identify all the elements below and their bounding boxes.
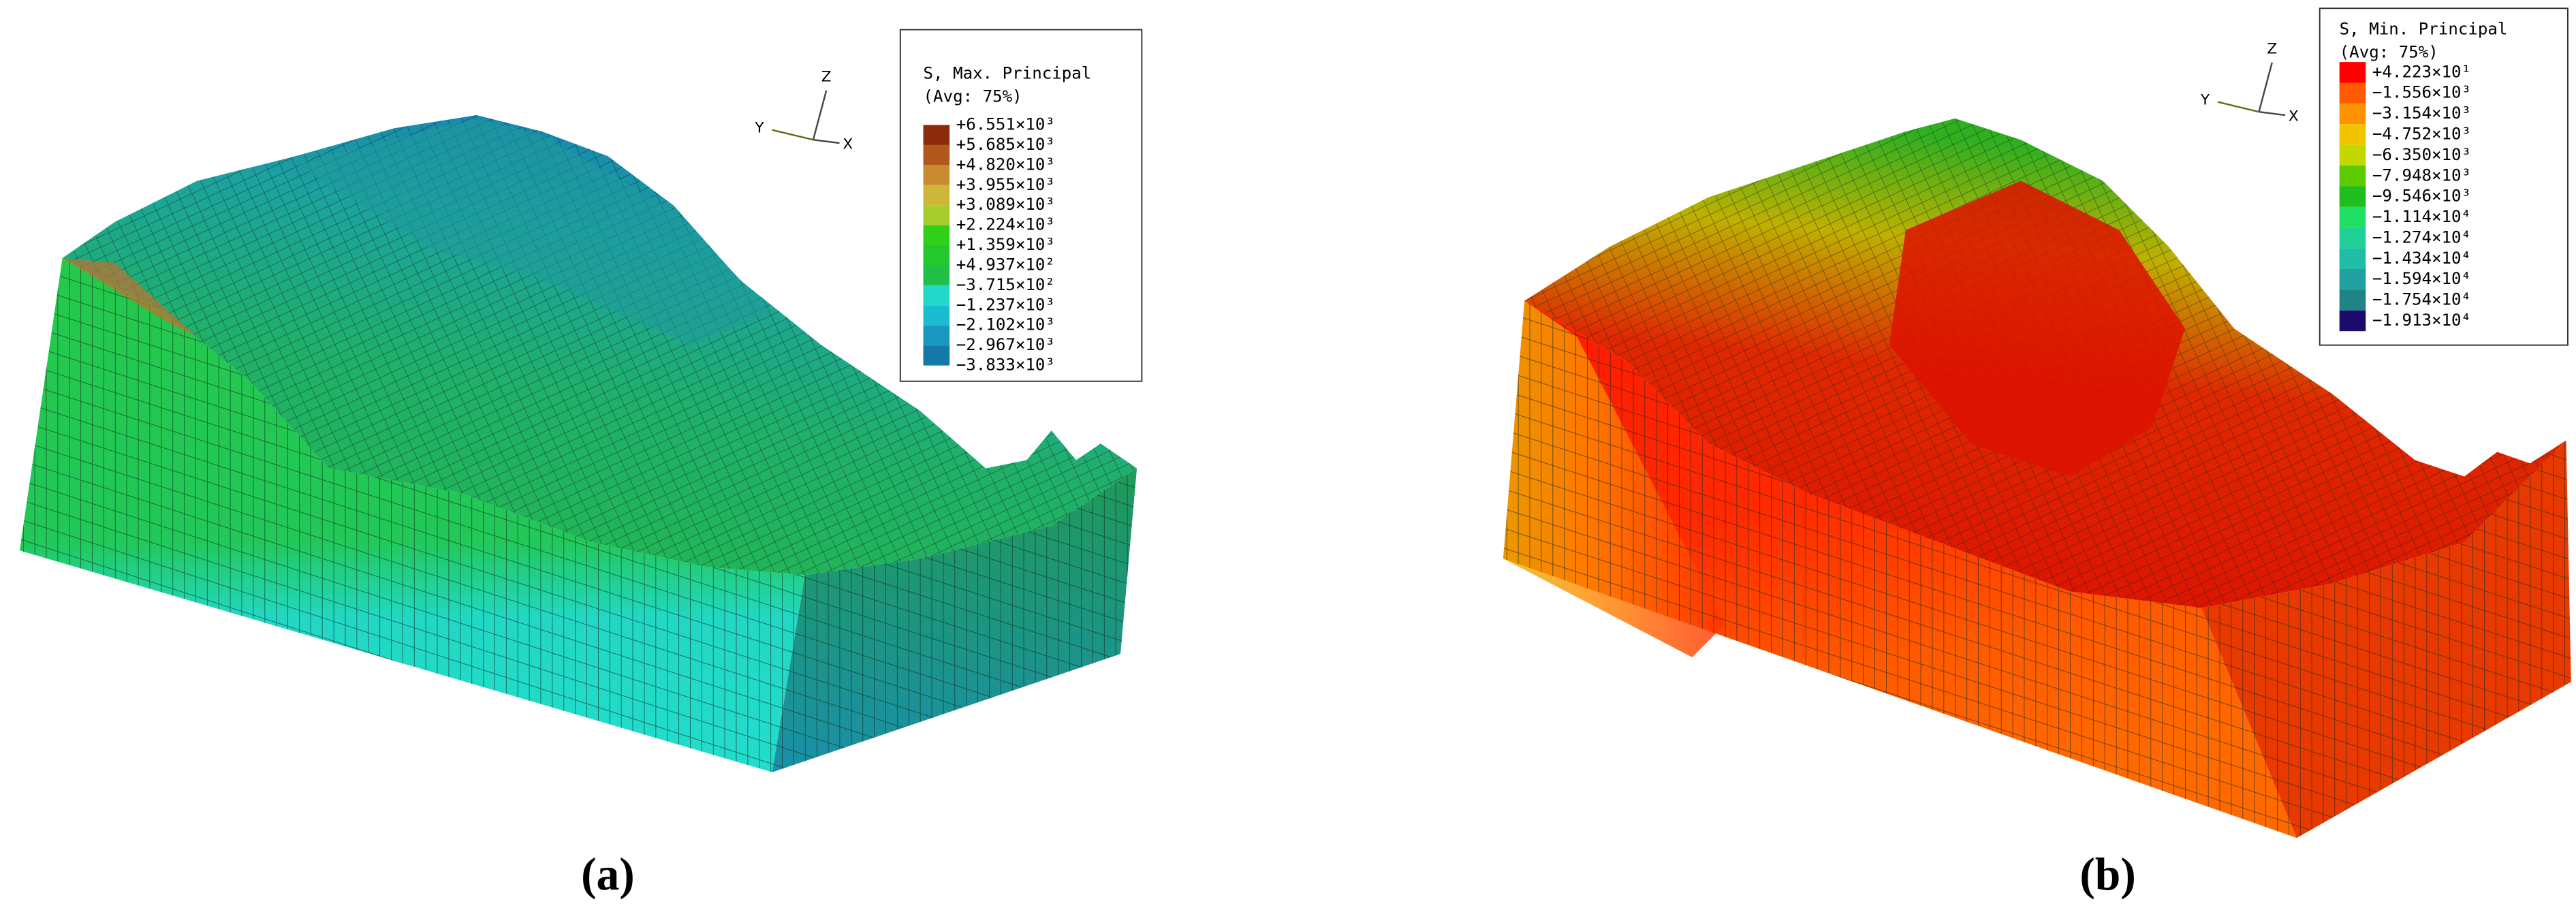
- axis-z: [2258, 62, 2273, 112]
- legend-swatch: [2339, 248, 2366, 270]
- top-mesh: [62, 115, 1137, 576]
- legend-label: +1.359×10³: [956, 235, 1055, 254]
- legend-swatch: [923, 144, 950, 166]
- legend-swatch: [2339, 186, 2366, 207]
- legend-title: S, Max. Principal: [924, 64, 1092, 83]
- legend-label: −9.546×10³: [2372, 187, 2471, 206]
- axis-y: [772, 129, 814, 141]
- legend-label: −1.274×10⁴: [2372, 227, 2471, 247]
- legend-subtitle: (Avg: 75%): [924, 87, 1022, 106]
- legend-label: −1.434×10⁴: [2372, 249, 2471, 268]
- axis-y: [2217, 101, 2259, 113]
- front-mesh: [1503, 300, 2297, 838]
- legend-swatch: [2339, 269, 2366, 290]
- axis-triad: Z Y X: [2200, 41, 2299, 125]
- legend-swatch: [923, 125, 950, 145]
- legend: S, Max. Principal (Avg: 75%) +6.551×10³ +5.…: [899, 29, 1143, 382]
- legend-swatch: [923, 225, 950, 246]
- legend-swatch: [923, 165, 950, 185]
- legend-swatch: [2339, 103, 2366, 125]
- axis-triad: Z Y X: [754, 69, 853, 153]
- legend-subtitle: (Avg: 75%): [2340, 42, 2438, 61]
- axis-x-label: X: [2289, 108, 2299, 125]
- legend-label: −1.556×10³: [2372, 83, 2471, 102]
- legend-swatch: [2339, 206, 2366, 228]
- panel-caption: (b): [2079, 849, 2136, 900]
- legend-label: −3.833×10³: [956, 356, 1055, 375]
- axis-z: [812, 90, 828, 140]
- legend-label: +4.223×10¹: [2372, 62, 2471, 81]
- legend-label: −1.913×10⁴: [2372, 311, 2471, 330]
- axis-z-label: Z: [821, 69, 832, 86]
- legend-label: +4.820×10³: [956, 155, 1055, 174]
- legend-swatch: [2339, 124, 2366, 145]
- axis-y-label: Y: [2200, 91, 2210, 108]
- legend-swatch: [923, 305, 950, 326]
- legend-title: S, Min. Principal: [2340, 20, 2508, 39]
- axis-x: [813, 138, 840, 144]
- legend-label: +3.955×10³: [956, 175, 1055, 194]
- legend-label: +2.224×10³: [956, 215, 1055, 234]
- legend-swatch: [923, 325, 950, 346]
- legend-swatch: [2339, 310, 2366, 332]
- legend-label: −1.237×10³: [956, 295, 1055, 314]
- legend-label: +4.937×10²: [956, 255, 1055, 274]
- panel-caption: (a): [581, 849, 635, 900]
- legend-swatch: [923, 185, 950, 206]
- legend-swatch: [923, 245, 950, 266]
- legend-swatch: [923, 205, 950, 225]
- legend-swatch: [2339, 289, 2366, 311]
- legend-swatch: [2339, 144, 2366, 166]
- axis-x: [2259, 110, 2286, 116]
- legend-swatch: [2339, 62, 2366, 83]
- legend: S, Min. Principal (Avg: 75%)+4.223×10¹ −1.…: [2319, 7, 2569, 346]
- legend-label: −7.948×10³: [2372, 166, 2471, 185]
- legend-swatch: [923, 265, 950, 285]
- right-mesh: [2201, 440, 2571, 838]
- legend-label: +3.089×10³: [956, 195, 1055, 214]
- legend-label: −2.967×10³: [956, 335, 1055, 354]
- legend-label: −1.594×10⁴: [2372, 269, 2471, 288]
- legend-label: −6.350×10³: [2372, 145, 2471, 164]
- axis-x-label: X: [843, 136, 853, 153]
- legend-swatch: [2339, 227, 2366, 249]
- legend-swatch: [923, 285, 950, 306]
- legend-label: −3.715×10²: [956, 275, 1055, 294]
- axis-z-label: Z: [2267, 41, 2277, 58]
- legend-label: +5.685×10³: [956, 135, 1055, 154]
- legend-label: +6.551×10³: [956, 114, 1055, 133]
- legend-label: −1.754×10⁴: [2372, 290, 2471, 309]
- model-a: [19, 115, 1137, 772]
- legend-label: −4.752×10³: [2372, 124, 2471, 143]
- legend-swatch: [2339, 166, 2366, 187]
- right-mesh: [772, 468, 1137, 772]
- edge-tint: [62, 257, 198, 337]
- legend-label: −1.114×10⁴: [2372, 207, 2471, 226]
- legend-swatch: [2339, 82, 2366, 104]
- legend-swatch: [923, 345, 950, 366]
- ridge-shade: [296, 118, 772, 345]
- model-b: [1503, 118, 2571, 838]
- axis-y-label: Y: [754, 119, 764, 136]
- red-lobe: [1889, 180, 2185, 477]
- legend-label: −2.102×10³: [956, 315, 1055, 334]
- legend-label: −3.154×10³: [2372, 104, 2471, 123]
- front-mesh: [19, 257, 805, 772]
